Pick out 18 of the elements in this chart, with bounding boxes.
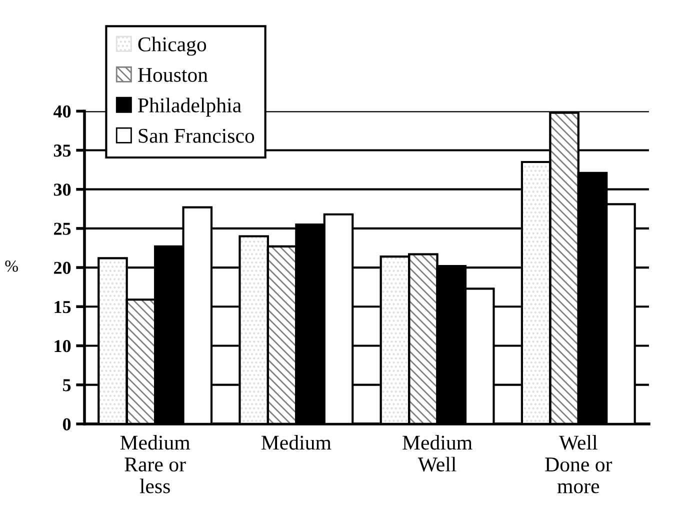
legend-label: Chicago <box>138 36 206 56</box>
y-tick-label: 5 <box>63 379 71 392</box>
legend-label: San Francisco <box>138 128 254 143</box>
y-tick-label: 40 <box>54 105 71 118</box>
y-tick-label: 0 <box>62 418 71 430</box>
y-tick-label: 35 <box>54 144 71 157</box>
y-axis-title: % <box>5 260 18 272</box>
y-tick-label: 15 <box>54 300 71 314</box>
y-tick-label: 10 <box>54 340 71 352</box>
legend-label: Houston <box>138 68 208 82</box>
y-tick-label: 30 <box>54 184 71 196</box>
y-tick-label: 20 <box>54 262 71 274</box>
x-tick-label: Well Done or more <box>545 435 612 494</box>
x-tick-label: Medium <box>261 435 332 450</box>
legend-label: Philadelphia <box>138 98 242 117</box>
x-tick-label: Medium Well <box>402 435 472 472</box>
x-tick-label: Medium Rare or less <box>120 435 190 494</box>
y-tick-label: 25 <box>54 222 71 235</box>
